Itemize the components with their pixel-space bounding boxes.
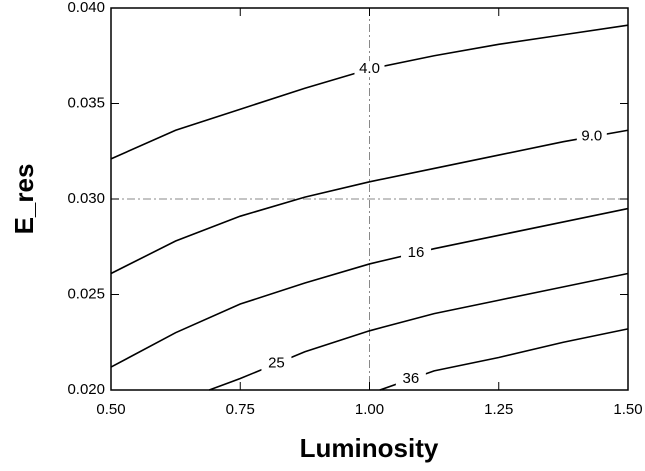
contour-line bbox=[110, 207, 629, 368]
contour-label: 16 bbox=[408, 244, 425, 261]
contour-line bbox=[208, 272, 629, 391]
x-tick-label: 0.75 bbox=[226, 401, 255, 418]
contour-label: 25 bbox=[268, 355, 285, 372]
y-axis-title: E_res bbox=[9, 164, 39, 235]
contour-label: 36 bbox=[403, 370, 420, 387]
x-tick-label: 1.00 bbox=[355, 401, 384, 418]
y-tick-label: 0.030 bbox=[67, 190, 105, 207]
x-tick-label: 0.50 bbox=[96, 401, 125, 418]
y-tick-label: 0.020 bbox=[67, 381, 105, 398]
contour-label-bg bbox=[261, 355, 292, 372]
contour-label-bg bbox=[401, 244, 432, 261]
x-tick-label: 1.25 bbox=[484, 401, 513, 418]
contour-label-bg bbox=[354, 61, 385, 78]
plot-frame bbox=[110, 7, 629, 391]
y-tick-label: 0.040 bbox=[67, 0, 105, 16]
contour-label-bg bbox=[395, 371, 426, 388]
contour-label: 4.0 bbox=[359, 60, 380, 77]
contour-label-bg bbox=[576, 128, 607, 145]
contour-line bbox=[110, 129, 629, 275]
contour-label: 9.0 bbox=[581, 128, 602, 145]
x-tick-label: 1.50 bbox=[613, 401, 642, 418]
y-tick-label: 0.035 bbox=[67, 94, 105, 111]
y-tick-label: 0.025 bbox=[67, 285, 105, 302]
x-axis-title: Luminosity bbox=[300, 433, 439, 463]
